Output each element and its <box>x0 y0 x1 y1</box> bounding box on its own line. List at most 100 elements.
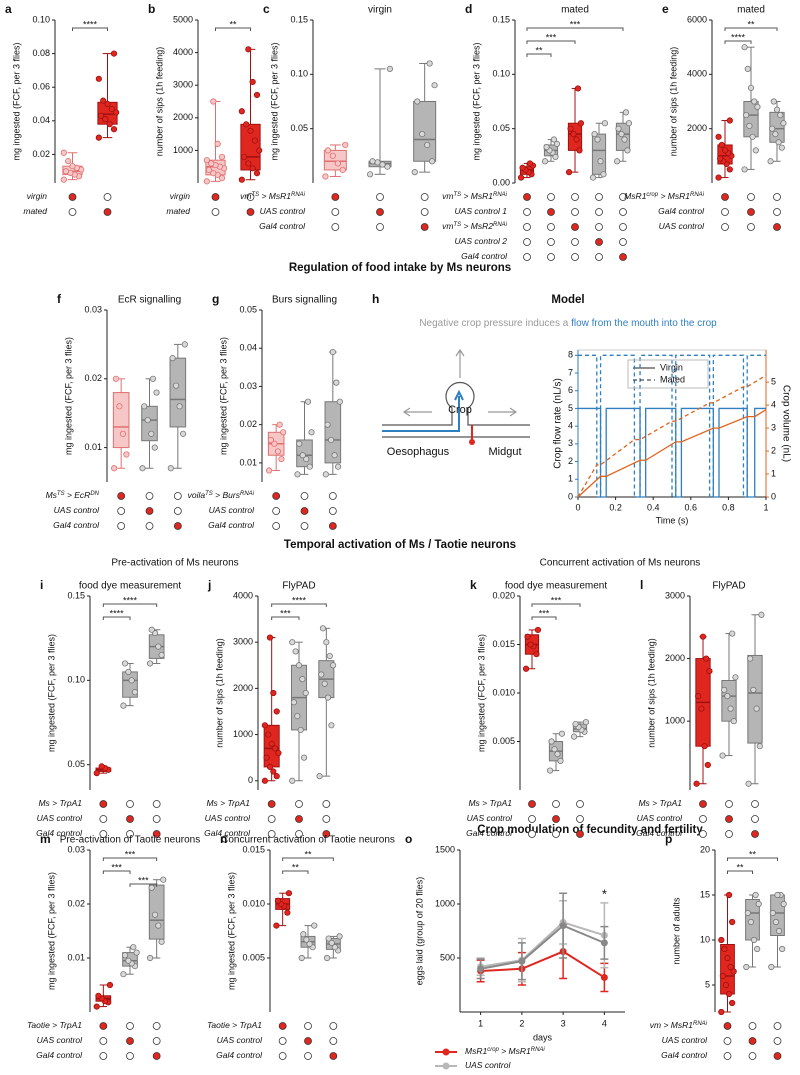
row-label-part: > MsR2 <box>461 221 493 231</box>
row-label: UAS control <box>260 206 306 216</box>
row-label: UAS control <box>217 1035 263 1045</box>
box <box>591 133 607 175</box>
data-point <box>102 116 109 123</box>
y-tick-label: 5 <box>568 403 573 413</box>
data-point <box>522 665 530 672</box>
data-point <box>321 680 328 687</box>
data-point <box>325 935 332 942</box>
data-point <box>256 147 263 154</box>
data-point <box>772 918 780 926</box>
row-label: UAS control 1 <box>455 206 508 216</box>
data-point <box>576 147 583 154</box>
condition-dot <box>329 1052 338 1060</box>
condition-dot <box>152 815 161 823</box>
data-point <box>729 999 736 1007</box>
row-label: UAS control <box>467 813 513 823</box>
series-marker <box>477 965 485 973</box>
row-label: vm > MsR1RNAi <box>650 1020 708 1030</box>
data-point <box>541 158 549 165</box>
condition-dot <box>773 208 781 216</box>
condition-dot <box>773 1022 782 1030</box>
data-point <box>169 355 176 362</box>
data-point <box>758 611 765 618</box>
y-axis-label: mg ingested (FCF, per 3 flies) <box>63 337 73 455</box>
data-point <box>722 981 730 989</box>
row-label-part: Ms > TrpA1 <box>638 798 682 808</box>
y-tick-label: 1000 <box>233 729 253 739</box>
condition-dot <box>725 815 733 823</box>
panel-title: virgin <box>368 5 392 16</box>
data-point <box>179 430 187 437</box>
data-point <box>615 125 622 132</box>
series-line <box>577 409 767 498</box>
data-point <box>744 909 751 917</box>
data-point <box>780 900 787 908</box>
y-tick-label: 3 <box>568 438 573 448</box>
data-point <box>324 147 332 154</box>
data-point <box>298 954 305 962</box>
y-axis-label: mg ingested (FCF, per 3 flies) <box>476 634 486 752</box>
condition-dot <box>103 193 112 201</box>
data-point <box>60 176 67 183</box>
significance-bracket <box>282 870 309 874</box>
row-label-part: Taotie > TrpA1 <box>27 1020 82 1030</box>
significance-bracket <box>102 857 158 861</box>
legend-label: Mated <box>660 374 685 384</box>
condition-dot <box>103 208 112 216</box>
series-line <box>480 921 605 968</box>
y-tick-label: 0.15 <box>290 14 308 24</box>
data-point <box>534 626 542 634</box>
data-point <box>278 455 285 463</box>
significance-bracket <box>727 857 778 861</box>
data-point <box>552 153 559 161</box>
row-label: mated <box>23 206 47 216</box>
condition-dot <box>576 815 584 823</box>
significance-label: *** <box>570 19 581 29</box>
row-label: Gal4 control <box>466 828 513 838</box>
data-point <box>181 341 188 348</box>
panel-title: EcR signalling <box>118 295 181 306</box>
data-point <box>589 174 597 181</box>
significance-label: *** <box>280 608 291 618</box>
data-point <box>718 936 725 944</box>
condition-dot <box>595 223 603 231</box>
condition-dot <box>267 800 276 808</box>
data-point <box>594 136 601 143</box>
y-tick-label: 0.020 <box>492 590 515 600</box>
data-point <box>276 421 283 428</box>
data-point <box>65 158 72 165</box>
data-point <box>550 136 558 143</box>
data-point <box>774 891 781 899</box>
row-label-part: TS <box>57 491 65 497</box>
data-point <box>108 105 115 113</box>
panel-title: Model <box>551 294 584 306</box>
annotation: * <box>602 886 607 901</box>
condition-dot <box>331 223 340 231</box>
x-axis-label: Time (s) <box>656 515 689 525</box>
section-heading: Regulation of food intake by Ms neurons <box>289 262 511 274</box>
data-point <box>701 743 708 750</box>
condition-dot <box>723 1022 732 1030</box>
row-label: Ms > TrpA1 <box>468 798 512 808</box>
condition-dot <box>571 223 579 231</box>
condition-dot <box>376 208 384 216</box>
y-axis-label: eggs laid (group of 20 flies) <box>414 877 424 986</box>
condition-dot <box>152 830 161 838</box>
condition-dot <box>528 830 536 838</box>
x-tick-label: 0 <box>575 502 580 512</box>
data-point <box>726 166 733 173</box>
data-point <box>554 751 561 758</box>
y-axis-label: number of adults <box>671 897 681 965</box>
data-point <box>721 945 728 953</box>
data-point <box>253 170 261 177</box>
condition-dot <box>747 208 755 216</box>
data-point <box>573 136 580 143</box>
data-point <box>526 160 534 167</box>
row-label-part: UAS control <box>217 1035 263 1045</box>
row-label: UAS control 2 <box>455 236 508 246</box>
data-point <box>151 444 158 451</box>
data-point <box>100 97 107 104</box>
row-label: UAS control <box>659 221 705 231</box>
condition-dot <box>723 1052 732 1060</box>
data-point <box>308 429 315 436</box>
